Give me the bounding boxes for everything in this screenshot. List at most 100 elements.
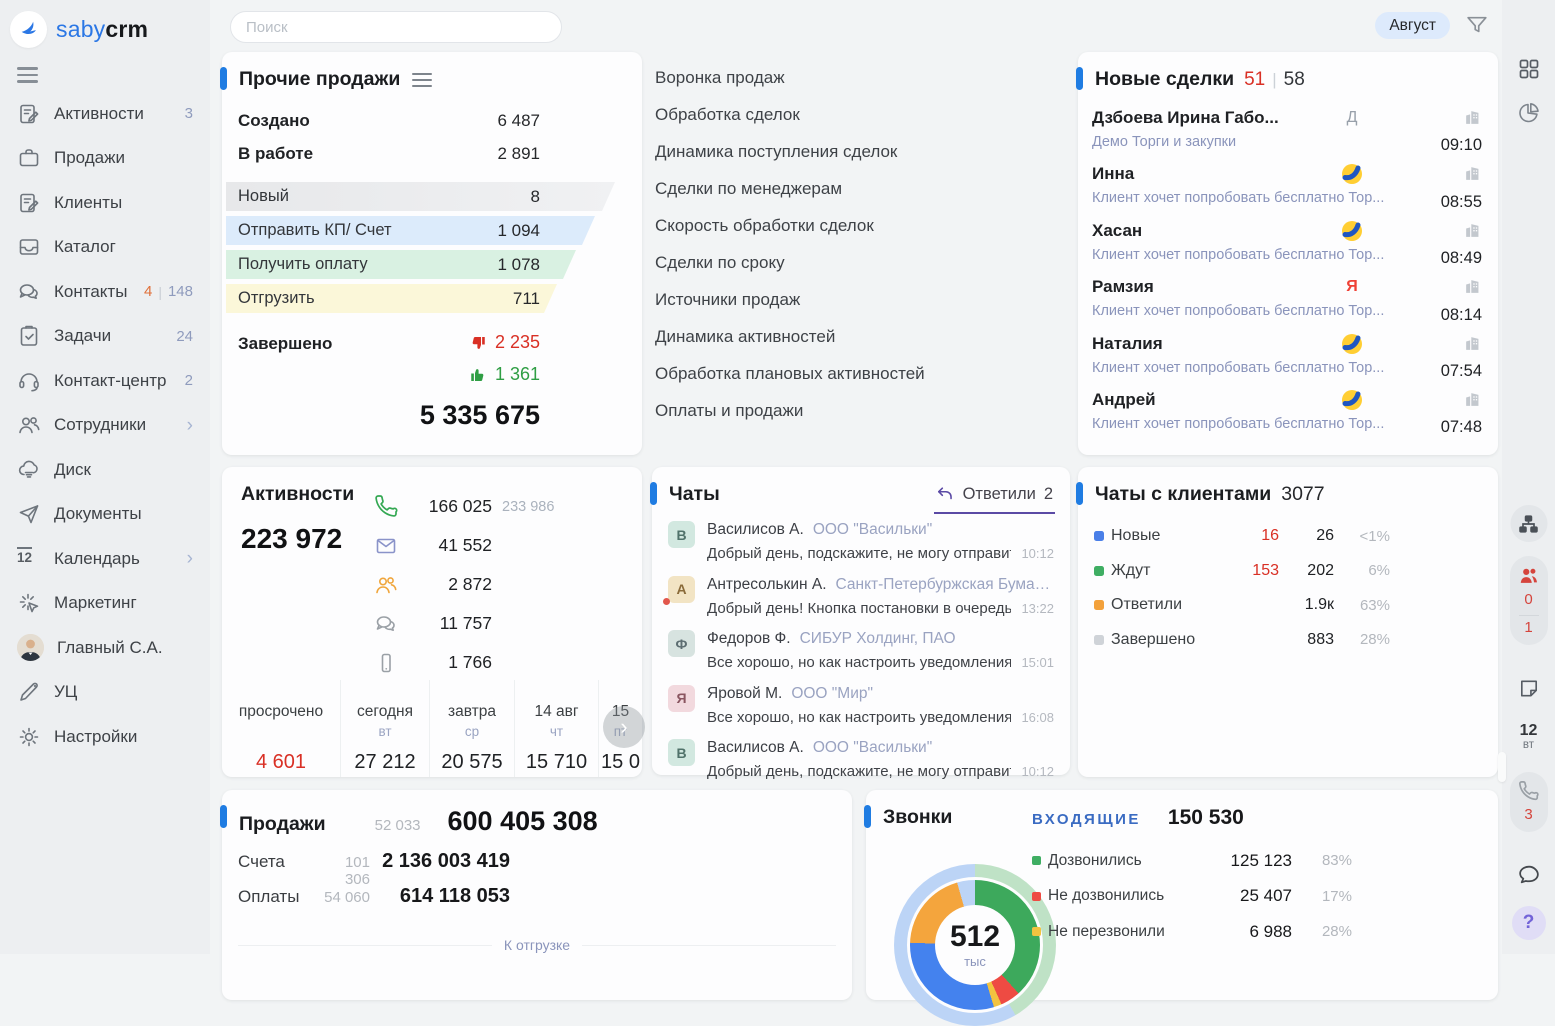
funnel-stage-get-payment[interactable]: Получить оплату 1 078 bbox=[226, 250, 642, 279]
sidebar-item-contacts[interactable]: Контакты 4 | 148 bbox=[0, 270, 210, 315]
column-today[interactable]: сегодня вт 27 212 bbox=[340, 680, 429, 777]
card-accent-bar bbox=[220, 805, 227, 828]
deal-row[interactable]: Инна Клиент хочет попробовать бесплатно … bbox=[1092, 164, 1484, 220]
sidebar-item-training-center[interactable]: УЦ bbox=[0, 670, 210, 715]
divider bbox=[1518, 615, 1539, 616]
phone-icon bbox=[1519, 781, 1539, 801]
period-selector[interactable]: Август bbox=[1375, 12, 1450, 39]
report-link-sales-sources[interactable]: Источники продаж bbox=[655, 290, 801, 310]
legend-row-no-callback: Не перезвонили 6 988 28% bbox=[1032, 914, 1352, 950]
column-aug-15[interactable]: 15 пт 15 0 bbox=[598, 680, 642, 777]
sidebar-item-alert-count: 4 bbox=[143, 283, 153, 301]
calls-legend: Дозвонились 125 123 83% Не дозвонились 2… bbox=[1032, 843, 1352, 950]
chat-company: СИБУР Холдинг, ПАО bbox=[799, 630, 956, 647]
card-title: Активности bbox=[241, 483, 355, 505]
sidebar-item-activities[interactable]: Активности 3 bbox=[0, 92, 210, 137]
sales-footer[interactable]: К отгрузке bbox=[238, 937, 837, 953]
row-sum: 2 136 003 419 bbox=[382, 850, 510, 872]
sidebar-item-calendar[interactable]: 12 Календарь › bbox=[0, 537, 210, 582]
sidebar-item-marketing[interactable]: Маркетинг bbox=[0, 581, 210, 626]
client-chats-row-new[interactable]: Новые 16 26 <1% bbox=[1078, 519, 1498, 554]
chat-row[interactable]: В Василисов А. ООО "Васильки" Добрый день… bbox=[652, 739, 1070, 780]
report-link-payments-sales[interactable]: Оплаты и продажи bbox=[655, 401, 804, 421]
chats-replied-filter[interactable]: Ответили 2 bbox=[933, 485, 1055, 514]
deal-row[interactable]: Дзбоева Ирина Габо... Демо Торги и закуп… bbox=[1092, 108, 1484, 164]
deal-row[interactable]: Рамзия Клиент хочет попробовать бесплатн… bbox=[1092, 277, 1484, 333]
row-percent: 63% bbox=[1359, 596, 1390, 614]
sidebar-item-catalog[interactable]: Каталог bbox=[0, 225, 210, 270]
deal-row[interactable]: Андрей Клиент хочет попробовать бесплатн… bbox=[1092, 389, 1484, 446]
sidebar-item-disk[interactable]: Диск bbox=[0, 448, 210, 493]
client-chats-row-answered[interactable]: Ответили 1.9к 63% bbox=[1078, 588, 1498, 623]
sidebar-item-profile[interactable]: Главный С.А. bbox=[0, 626, 210, 671]
deal-row[interactable]: Наталия Клиент хочет попробовать бесплат… bbox=[1092, 333, 1484, 390]
chat-avatar: В bbox=[668, 521, 695, 548]
sidebar-item-documents[interactable]: Документы bbox=[0, 492, 210, 537]
chat-row[interactable]: Я Яровой М. ООО "Мир" Все хорошо, но как … bbox=[652, 684, 1070, 726]
messages-icon[interactable] bbox=[1516, 862, 1541, 887]
sidebar-item-employees[interactable]: Сотрудники › bbox=[0, 403, 210, 448]
column-header: 15 bbox=[611, 703, 630, 720]
notes-icon[interactable] bbox=[1510, 670, 1547, 707]
pie-chart-icon[interactable] bbox=[1517, 101, 1541, 125]
funnel-created-row: Создано 6 487 bbox=[238, 104, 540, 137]
column-overdue[interactable]: просрочено 4 601 bbox=[222, 680, 340, 777]
columns-next-arrow[interactable]: › bbox=[603, 706, 645, 748]
legend-label: Не перезвонили bbox=[1048, 922, 1165, 940]
phone-icon bbox=[374, 494, 398, 519]
column-aug-14[interactable]: 14 авг чт 15 710 bbox=[514, 680, 598, 777]
status-bullet bbox=[1094, 531, 1104, 542]
widgets-grid-icon[interactable] bbox=[1517, 57, 1541, 81]
rail-handle[interactable] bbox=[1498, 752, 1506, 782]
org-structure-button[interactable] bbox=[1510, 505, 1547, 542]
sidebar-item-settings[interactable]: Настройки bbox=[0, 715, 210, 760]
report-link-activity-dynamics[interactable]: Динамика активностей bbox=[655, 327, 836, 347]
sidebar-item-clients[interactable]: Клиенты bbox=[0, 181, 210, 226]
chat-row[interactable]: В Василисов А. ООО "Васильки" Добрый день… bbox=[652, 521, 1070, 562]
calls-widget[interactable]: 3 bbox=[1509, 772, 1548, 832]
stat-meetings: 2 872 bbox=[374, 565, 554, 604]
rail-calendar-button[interactable]: 12 вт bbox=[1520, 722, 1538, 751]
report-link-deal-processing[interactable]: Обработка сделок bbox=[655, 104, 800, 124]
chat-avatar: Ф bbox=[668, 630, 695, 657]
report-link-deals-by-term[interactable]: Сделки по сроку bbox=[655, 253, 785, 273]
stat-value: 11 757 bbox=[439, 613, 492, 633]
funnel-stage-ship[interactable]: Отгрузить 711 bbox=[226, 284, 642, 313]
help-button[interactable]: ? bbox=[1511, 906, 1546, 940]
card-accent-bar bbox=[1076, 67, 1083, 90]
funnel-completed-row: Завершено 2 235 1 361 bbox=[238, 332, 540, 396]
chat-row[interactable]: А Антресолькин А. Санкт-Петербуржская Бум… bbox=[652, 575, 1070, 617]
card-title: Чаты bbox=[669, 483, 720, 505]
legend-value: 125 123 bbox=[1230, 850, 1292, 870]
column-tomorrow[interactable]: завтра ср 20 575 bbox=[429, 680, 514, 777]
chat-row[interactable]: Ф Федоров Ф. СИБУР Холдинг, ПАО Все хорош… bbox=[652, 630, 1070, 671]
report-link-deal-inflow[interactable]: Динамика поступления сделок bbox=[655, 141, 898, 161]
sales-row-invoices[interactable]: Счета 101 306 2 136 003 419 bbox=[222, 850, 852, 888]
report-link-deals-by-manager[interactable]: Сделки по менеджерам bbox=[655, 178, 842, 198]
report-link-sales-funnel[interactable]: Воронка продаж bbox=[655, 67, 785, 87]
search-input[interactable] bbox=[231, 18, 561, 36]
sales-row-payments[interactable]: Оплаты 54 060 614 118 053 bbox=[222, 885, 852, 920]
divider bbox=[238, 944, 492, 946]
app-logo[interactable]: sabycrm bbox=[0, 0, 210, 52]
sidebar-item-sales[interactable]: Продажи bbox=[0, 136, 210, 181]
incoming-label: ВХОДЯЩИЕ bbox=[1032, 811, 1141, 828]
sidebar-collapse-button[interactable] bbox=[17, 67, 38, 83]
sidebar-item-contact-center[interactable]: Контакт-центр 2 bbox=[0, 359, 210, 404]
building-icon bbox=[1463, 277, 1482, 296]
client-chats-row-waiting[interactable]: Ждут 153 202 6% bbox=[1078, 554, 1498, 589]
column-day bbox=[222, 724, 340, 740]
funnel-menu-icon[interactable] bbox=[412, 72, 433, 87]
chat-message: Добрый день, подскажите, не могу отправи… bbox=[707, 545, 1011, 562]
client-chats-row-finished[interactable]: Завершено 883 28% bbox=[1078, 623, 1498, 658]
sidebar-item-tasks[interactable]: Задачи 24 bbox=[0, 314, 210, 359]
filter-icon[interactable] bbox=[1465, 13, 1490, 38]
report-link-planned-activities[interactable]: Обработка плановых активностей bbox=[655, 364, 925, 384]
funnel-stage-send-invoice[interactable]: Отправить КП/ Счет 1 094 bbox=[226, 216, 642, 245]
new-deals-card: Новые сделки 51 | 58 Дзбоева Ирина Габо.… bbox=[1076, 52, 1498, 455]
funnel-stage-new[interactable]: Новый 8 bbox=[226, 182, 642, 211]
visitors-widget[interactable]: 0 1 bbox=[1509, 556, 1548, 645]
report-link-processing-speed[interactable]: Скорость обработки сделок bbox=[655, 215, 874, 235]
column-day: ср bbox=[464, 724, 480, 739]
deal-row[interactable]: Хасан Клиент хочет попробовать бесплатно… bbox=[1092, 220, 1484, 277]
